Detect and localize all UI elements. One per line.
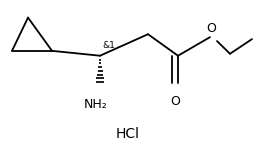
Text: NH₂: NH₂ xyxy=(84,98,108,111)
Text: O: O xyxy=(206,22,216,35)
Text: O: O xyxy=(170,95,180,108)
Text: &1: &1 xyxy=(102,41,115,50)
Text: HCl: HCl xyxy=(116,127,140,141)
